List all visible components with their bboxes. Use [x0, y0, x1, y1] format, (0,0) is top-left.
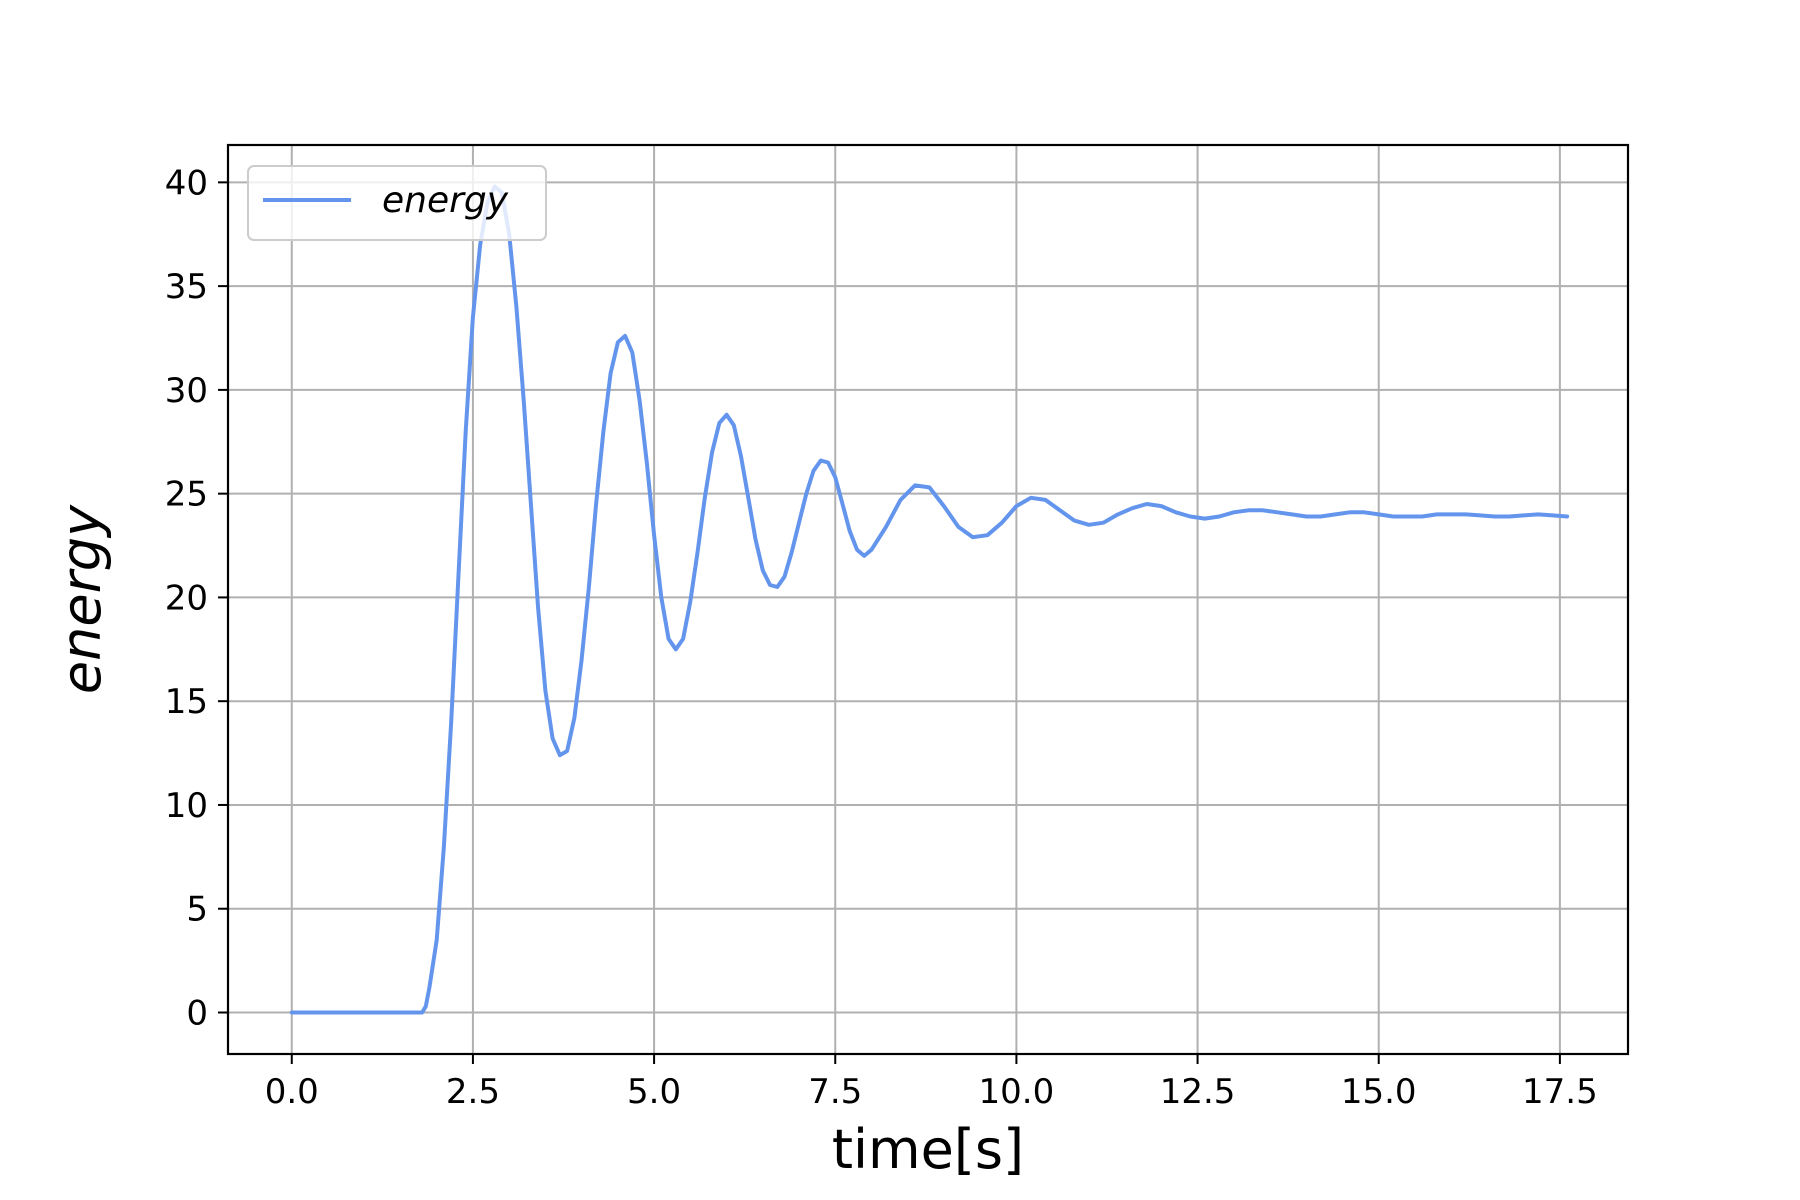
- x-tick-label: 2.5: [446, 1072, 500, 1112]
- y-tick-label: 35: [165, 267, 208, 307]
- plot-area-frame: [226, 143, 1630, 1056]
- x-tick-label: 0.0: [265, 1072, 319, 1112]
- series-layer: [289, 184, 1570, 1015]
- x-axis-title: time[s]: [832, 1118, 1024, 1181]
- y-tick-label: 5: [186, 890, 208, 930]
- legend-label-energy: energy: [382, 180, 509, 221]
- y-tick-label: 0: [186, 993, 208, 1033]
- grid-lines: [228, 145, 1628, 1054]
- series-line-energy: [289, 184, 1570, 1015]
- y-axis-title: energy: [50, 504, 113, 694]
- x-tick-label: 10.0: [979, 1072, 1055, 1112]
- y-tick-label: 30: [165, 371, 208, 411]
- y-tick-label: 25: [165, 475, 208, 515]
- y-axis-ticks: 0 5 10 15 20 25 30 35 40: [165, 163, 228, 1033]
- x-tick-label: 5.0: [627, 1072, 681, 1112]
- legend-box: [247, 165, 547, 241]
- y-tick-label: 40: [165, 163, 208, 203]
- x-tick-label: 15.0: [1341, 1072, 1417, 1112]
- legend: energy: [247, 165, 547, 241]
- x-tick-label: 7.5: [808, 1072, 862, 1112]
- y-tick-label: 20: [165, 578, 208, 618]
- x-axis-ticks: 0.0 2.5 5.0 7.5 10.0 12.5 15.0 17.5: [265, 1054, 1598, 1112]
- x-tick-label: 17.5: [1522, 1072, 1598, 1112]
- y-tick-label: 10: [165, 786, 208, 826]
- x-tick-label: 12.5: [1160, 1072, 1236, 1112]
- y-tick-label: 15: [165, 682, 208, 722]
